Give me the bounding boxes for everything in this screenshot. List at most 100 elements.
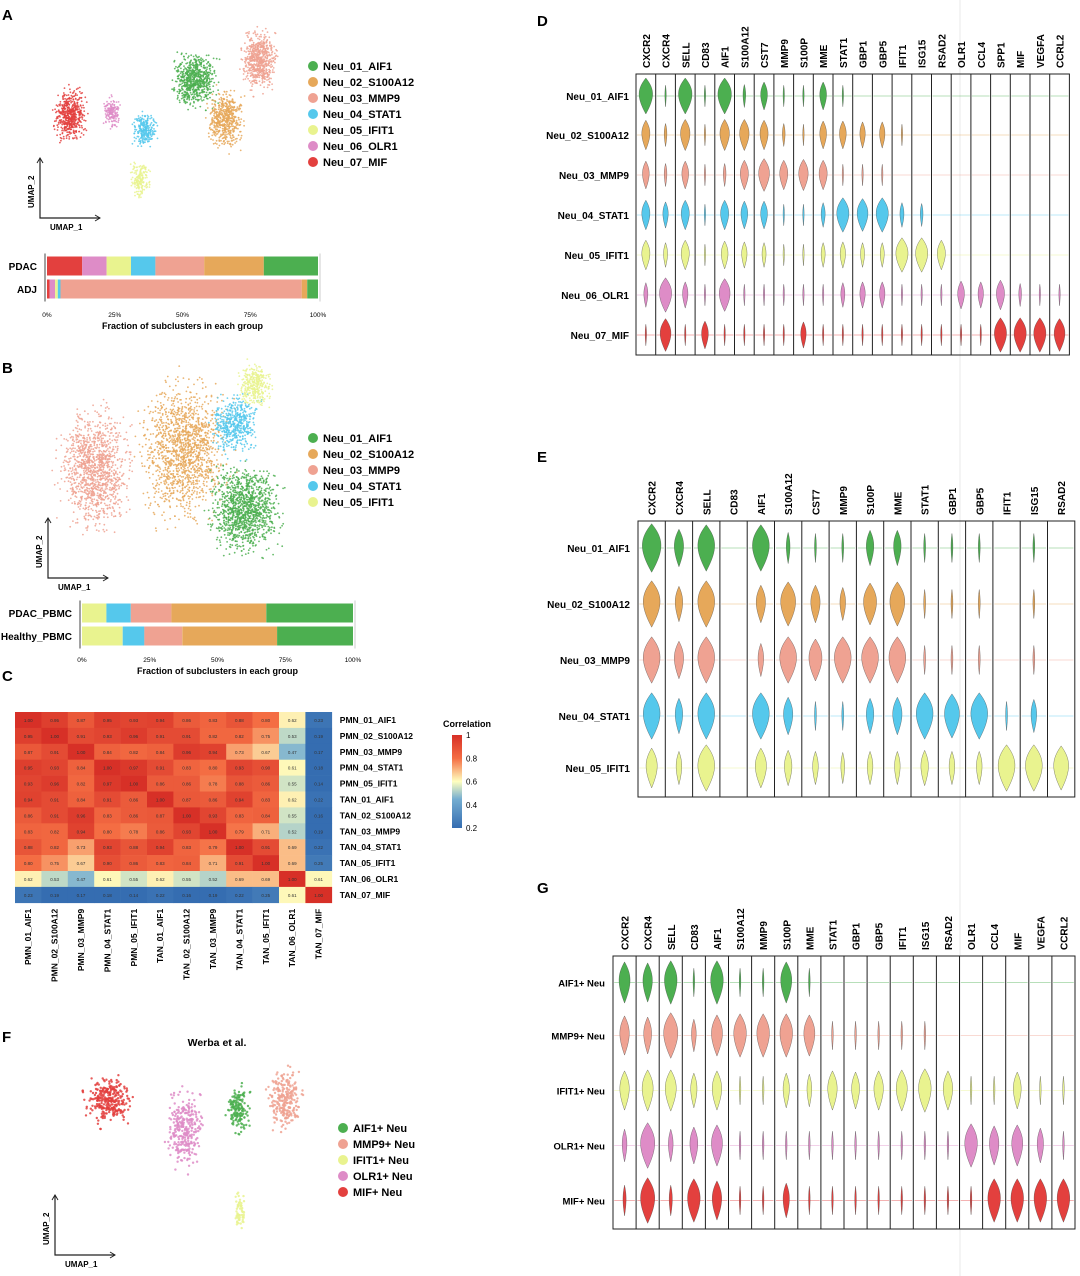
umap-point <box>100 472 102 474</box>
umap-point <box>83 410 86 413</box>
umap-point <box>274 57 277 60</box>
umap-point <box>70 448 73 450</box>
umap-point <box>206 102 208 105</box>
umap-point <box>83 453 86 456</box>
umap-point <box>68 131 71 133</box>
umap-point <box>158 470 161 473</box>
umap-point <box>222 131 225 134</box>
umap-point <box>69 100 72 102</box>
umap-point <box>255 70 257 73</box>
umap-point <box>79 413 81 416</box>
umap-point <box>165 407 168 410</box>
umap-point <box>197 421 200 424</box>
umap-point <box>200 405 203 408</box>
umap-point <box>105 529 108 531</box>
umap-point <box>203 77 206 80</box>
umap-point <box>141 172 143 175</box>
umap-point <box>153 455 155 458</box>
umap-point <box>103 502 106 505</box>
umap-point <box>208 135 210 138</box>
umap-point <box>82 434 85 437</box>
umap-point <box>234 138 237 140</box>
umap-point <box>221 399 223 402</box>
umap-point <box>107 109 110 112</box>
umap-point <box>70 470 73 473</box>
umap-point <box>80 132 83 135</box>
umap-point <box>273 52 276 55</box>
umap-point <box>75 441 78 444</box>
umap-point <box>196 398 199 401</box>
umap-point <box>96 473 99 475</box>
umap-point <box>171 79 174 82</box>
umap-point <box>148 136 151 139</box>
umap-point <box>193 383 195 386</box>
umap-point <box>209 92 211 95</box>
umap-point <box>213 121 216 124</box>
umap-point <box>189 76 192 79</box>
umap-point <box>107 114 110 117</box>
umap-point <box>113 531 116 534</box>
umap-point <box>178 431 181 433</box>
umap-point <box>218 140 221 143</box>
umap-point <box>187 507 190 510</box>
umap-point <box>156 124 159 127</box>
umap-point <box>84 514 87 516</box>
umap-point <box>248 50 251 53</box>
umap-point <box>124 459 126 461</box>
umap-point <box>212 106 215 109</box>
umap-point <box>195 412 197 415</box>
umap-point <box>71 467 74 469</box>
umap-point <box>252 46 254 48</box>
umap-point <box>103 450 105 453</box>
umap-point <box>185 68 188 71</box>
umap-point <box>255 55 258 58</box>
umap-point <box>94 466 96 469</box>
umap-point <box>138 129 141 132</box>
umap-point <box>59 141 61 144</box>
umap-point <box>224 134 227 137</box>
umap-point <box>114 421 116 424</box>
umap-point <box>183 420 185 423</box>
umap-point <box>86 440 88 443</box>
umap-point <box>232 120 235 123</box>
umap-point <box>272 59 275 62</box>
umap-point <box>141 114 144 117</box>
umap-point <box>210 451 213 453</box>
umap-point <box>103 477 105 480</box>
umap-point <box>56 129 59 131</box>
umap-point <box>268 41 271 43</box>
umap-point <box>144 503 147 506</box>
umap-point <box>85 497 88 500</box>
umap-point <box>107 461 110 463</box>
umap-point <box>180 52 183 55</box>
umap-point <box>99 489 102 492</box>
umap-point <box>179 481 182 484</box>
umap-point <box>201 90 204 93</box>
umap-point <box>190 59 193 62</box>
umap-point <box>104 484 107 486</box>
umap-point <box>205 448 208 451</box>
umap-point <box>255 35 258 37</box>
umap-point <box>198 61 201 64</box>
umap-point <box>186 81 189 83</box>
umap-point <box>78 98 80 100</box>
umap-point <box>213 124 216 127</box>
umap-point <box>249 89 252 91</box>
umap-point <box>76 137 78 140</box>
umap-point <box>224 130 227 133</box>
umap-point <box>75 435 78 437</box>
umap-point <box>104 470 106 473</box>
umap-point <box>112 446 115 448</box>
umap-point <box>139 451 142 453</box>
umap-point <box>68 138 71 140</box>
umap-point <box>115 488 118 491</box>
umap-point <box>107 417 110 420</box>
umap-point <box>213 112 216 115</box>
umap-point <box>80 109 82 112</box>
umap-point <box>155 394 158 397</box>
umap-point <box>131 142 134 145</box>
umap-point <box>182 377 185 379</box>
umap-point <box>88 461 90 464</box>
umap-point <box>140 145 143 148</box>
umap-point <box>86 421 89 424</box>
